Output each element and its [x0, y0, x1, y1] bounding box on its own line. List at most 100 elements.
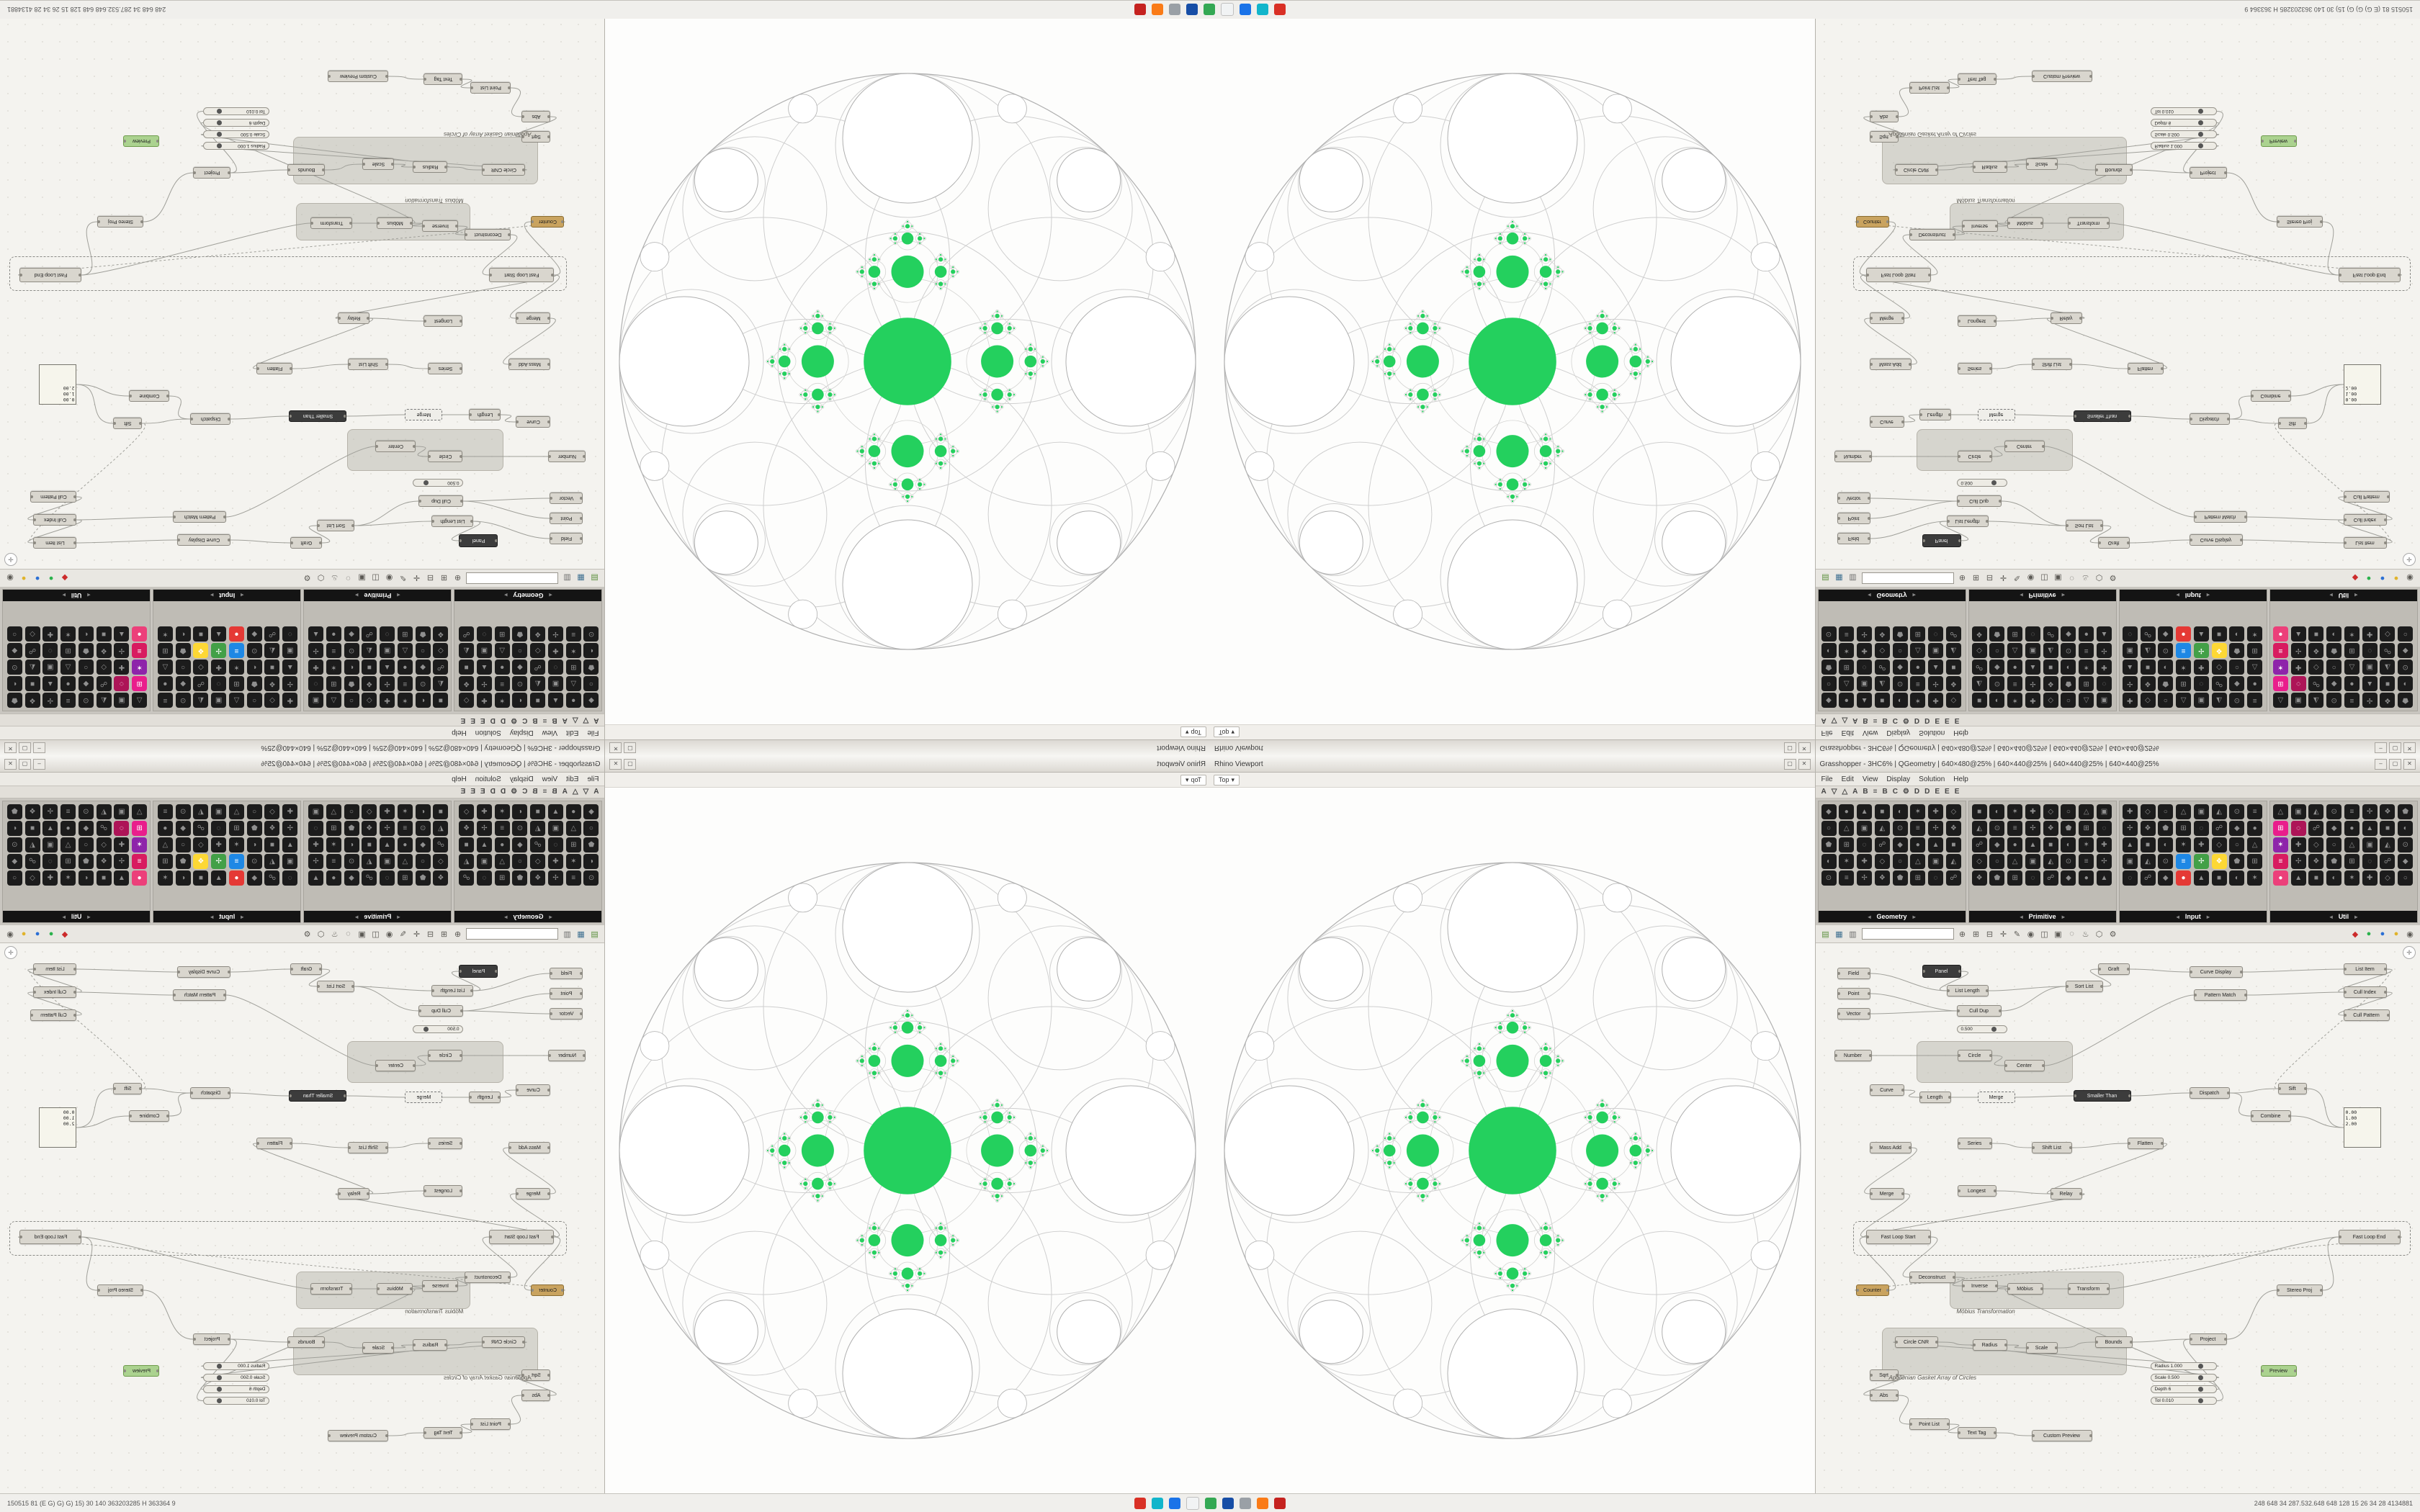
- palette-icon[interactable]: ▲: [476, 660, 492, 675]
- palette-icon[interactable]: ⊞: [1839, 660, 1855, 675]
- gh-node[interactable]: Abs: [1869, 111, 1899, 122]
- palette-icon[interactable]: ○: [2229, 660, 2245, 675]
- palette-icon[interactable]: ≡: [2247, 804, 2263, 819]
- palette-icon[interactable]: ✢: [476, 821, 492, 836]
- palette-icon[interactable]: ⊞: [2007, 870, 2023, 886]
- view-tab-button[interactable]: Top ▾: [1180, 774, 1206, 786]
- canvas-navigation-compass[interactable]: ✛: [4, 946, 17, 959]
- palette-icon[interactable]: △: [2344, 837, 2360, 852]
- palette-icon[interactable]: ◌: [547, 660, 563, 675]
- gh-tab[interactable]: ▽: [583, 716, 589, 724]
- gh-tab[interactable]: D: [500, 788, 506, 796]
- gh-slider[interactable]: Tol 0.010: [2150, 1397, 2217, 1405]
- palette-icon[interactable]: ○: [1892, 643, 1908, 658]
- wireframe-preview-icon[interactable]: ◫: [372, 930, 380, 939]
- palette-icon[interactable]: ▲: [2290, 870, 2306, 886]
- palette-icon[interactable]: ◐: [175, 870, 191, 886]
- menu-item-display[interactable]: Display: [509, 775, 534, 783]
- save-file-icon[interactable]: ▥: [563, 573, 571, 582]
- gh-tab[interactable]: B: [552, 716, 557, 724]
- palette-icon[interactable]: ◇: [459, 804, 475, 819]
- palette-icon[interactable]: ≡: [397, 821, 413, 836]
- palette-icon[interactable]: ✚: [380, 804, 395, 819]
- gh-node[interactable]: Panel: [1922, 534, 1961, 547]
- palette-icon[interactable]: ⬟: [6, 804, 22, 819]
- gh-node[interactable]: Series: [1957, 1138, 1992, 1149]
- palette-icon[interactable]: ✶: [1910, 804, 1926, 819]
- gh-tab[interactable]: A: [1821, 788, 1827, 796]
- gh-tab[interactable]: E: [480, 716, 485, 724]
- palette-icon[interactable]: ✶: [2176, 660, 2192, 675]
- palette-icon[interactable]: ❖: [2140, 676, 2156, 691]
- gh-node[interactable]: Cull Pattern: [2343, 1009, 2390, 1021]
- palette-icon[interactable]: ●: [565, 693, 581, 708]
- palette-icon[interactable]: ◭: [530, 821, 546, 836]
- palette-icon[interactable]: ⊞: [2079, 821, 2094, 836]
- palette-icon[interactable]: ◐: [78, 870, 94, 886]
- app-icon-multi[interactable]: [1204, 4, 1215, 16]
- gh-node[interactable]: Preview: [123, 135, 160, 147]
- palette-icon[interactable]: ◐: [2158, 660, 2174, 675]
- palette-icon[interactable]: ◆: [246, 626, 262, 642]
- gh-node[interactable]: Number: [548, 451, 586, 462]
- palette-icon[interactable]: ✚: [282, 693, 298, 708]
- gh-group[interactable]: [1881, 1328, 2127, 1375]
- palette-icon[interactable]: ☍: [24, 643, 40, 658]
- cluster-icon[interactable]: ⬡: [2095, 573, 2103, 582]
- palette-icon[interactable]: ✚: [42, 626, 58, 642]
- palette-icon[interactable]: ⊞: [157, 643, 173, 658]
- gh-tab[interactable]: ⚙: [511, 716, 518, 724]
- palette-icon[interactable]: ✶: [1910, 693, 1926, 708]
- palette-icon[interactable]: △: [397, 643, 413, 658]
- palette-icon[interactable]: ◌: [2096, 821, 2112, 836]
- palette-icon[interactable]: ◌: [1928, 626, 1944, 642]
- palette-icon[interactable]: △: [326, 693, 341, 708]
- palette-icon[interactable]: ⊙: [78, 693, 94, 708]
- menu-item-edit[interactable]: Edit: [1841, 729, 1854, 737]
- palette-icon[interactable]: ✚: [2362, 870, 2378, 886]
- gh-node[interactable]: Shift List: [348, 1142, 389, 1153]
- gh-node[interactable]: Sift: [113, 418, 143, 429]
- palette-icon[interactable]: ⬟: [2398, 804, 2414, 819]
- zoom-extents-icon[interactable]: ⊕: [454, 573, 462, 582]
- palette-icon[interactable]: ⊞: [132, 821, 148, 836]
- palette-icon[interactable]: ✢: [380, 821, 395, 836]
- grasshopper-minimize-button[interactable]: –: [33, 758, 45, 770]
- palette-icon[interactable]: ▣: [2290, 804, 2306, 819]
- palette-icon[interactable]: ✢: [114, 643, 130, 658]
- palette-icon[interactable]: ◆: [2229, 821, 2245, 836]
- gh-node[interactable]: Radius: [413, 1339, 448, 1351]
- palette-icon[interactable]: ◇: [1945, 804, 1961, 819]
- gh-node[interactable]: Scale: [362, 158, 395, 170]
- gh-node[interactable]: Fast Loop End: [2338, 1230, 2401, 1244]
- palette-icon[interactable]: ●: [2007, 660, 2023, 675]
- app-icon-navy[interactable]: [1186, 4, 1198, 16]
- palette-icon[interactable]: ●: [494, 837, 510, 852]
- palette-icon[interactable]: ▲: [2096, 870, 2112, 886]
- palette-icon[interactable]: ■: [193, 870, 209, 886]
- palette-icon[interactable]: △: [397, 854, 413, 869]
- eye-icon[interactable]: ◉: [6, 930, 14, 939]
- palette-icon[interactable]: ≡: [494, 821, 510, 836]
- palette-icon[interactable]: ✢: [282, 821, 298, 836]
- palette-icon[interactable]: ✚: [547, 643, 563, 658]
- gh-node[interactable]: Series: [428, 363, 463, 374]
- palette-icon[interactable]: ▣: [547, 676, 563, 691]
- gh-tab[interactable]: B: [1863, 716, 1868, 724]
- palette-icon[interactable]: ☍: [1874, 660, 1890, 675]
- pan-icon[interactable]: ✛: [1999, 573, 2007, 582]
- palette-icon[interactable]: ✢: [282, 676, 298, 691]
- palette-icon[interactable]: ◭: [433, 676, 449, 691]
- search-input[interactable]: [466, 928, 559, 940]
- palette-icon[interactable]: ○: [175, 660, 191, 675]
- gh-panel[interactable]: 0.00 1.00 2.00: [2343, 1107, 2381, 1148]
- palette-icon[interactable]: ✶: [228, 660, 244, 675]
- palette-icon[interactable]: ⊙: [2326, 804, 2342, 819]
- palette-caption[interactable]: ◂ Util ▸: [2269, 911, 2417, 922]
- palette-icon[interactable]: ✢: [1857, 870, 1873, 886]
- gh-tab[interactable]: ▽: [1831, 716, 1837, 724]
- gh-node[interactable]: Smaller Than: [2073, 410, 2131, 422]
- palette-icon[interactable]: ■: [1874, 804, 1890, 819]
- palette-icon[interactable]: ⬟: [2229, 854, 2245, 869]
- palette-icon[interactable]: ◌: [2096, 676, 2112, 691]
